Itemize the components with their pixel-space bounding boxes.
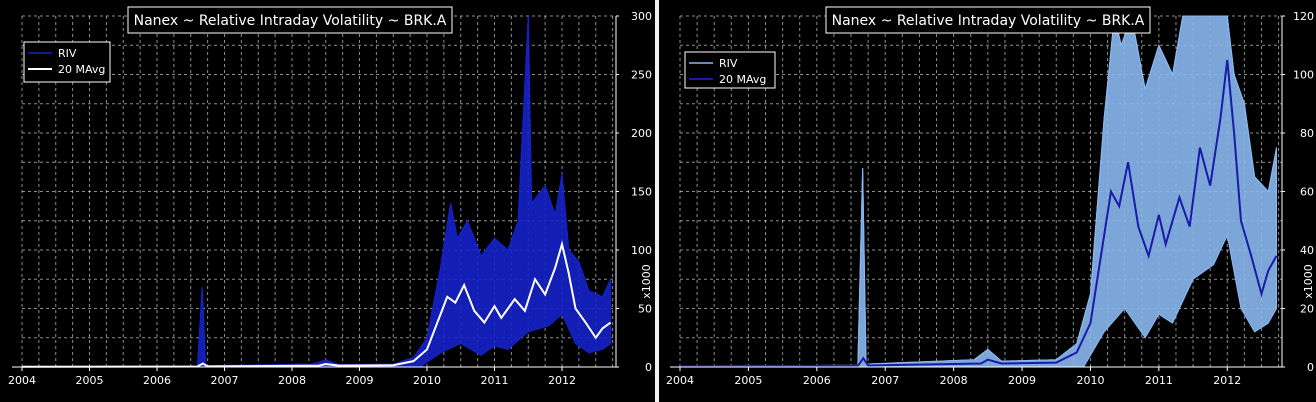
series-line-riv <box>679 14 1278 367</box>
y-axis-label: x1000 <box>1302 264 1315 299</box>
x-tick-label: 2004 <box>666 374 694 387</box>
y-tick-label: 150 <box>631 186 652 199</box>
legend-entry-label: RIV <box>719 57 738 70</box>
series-line-riv <box>21 15 612 368</box>
series-line-20-mavg <box>21 240 612 368</box>
panel-divider <box>655 0 659 402</box>
x-tick-label: 2009 <box>1008 374 1036 387</box>
legend-box <box>684 51 776 89</box>
x-tick-label: 2011 <box>1145 374 1173 387</box>
y-tick-label: 200 <box>631 127 652 140</box>
y-tick-label: 100 <box>1293 69 1314 82</box>
x-tick-label: 2007 <box>211 374 239 387</box>
legend-entry-label: RIV <box>58 47 77 60</box>
legend: RIV 20 MAvg <box>23 41 111 83</box>
y-tick-label: 20 <box>1300 303 1314 316</box>
chart-svg: 2004 2005 2006 2007 2008 2009 2010 2011 2012 0 20 4… <box>666 6 1315 387</box>
chart-title-box <box>825 6 1151 34</box>
x-tick-label: 2005 <box>76 374 104 387</box>
x-tick-label: 2012 <box>548 374 576 387</box>
chart-title: Nanex ~ Relative Intraday Volatility ~ B… <box>134 13 447 29</box>
x-tick-label: 2011 <box>481 374 509 387</box>
x-tick-label: 2010 <box>1076 374 1104 387</box>
y-tick-label: 50 <box>638 303 652 316</box>
chart-title-box <box>127 6 453 34</box>
x-tick-label: 2012 <box>1213 374 1241 387</box>
x-tick-label: 2010 <box>413 374 441 387</box>
y-tick-label: 80 <box>1300 127 1314 140</box>
series-line-20-mavg <box>679 59 1278 368</box>
y-tick-label: 100 <box>631 244 652 257</box>
legend-entry-label: 20 MAvg <box>58 63 105 76</box>
x-tick-label: 2004 <box>8 374 36 387</box>
chart-svg: 2004 2005 2006 2007 2008 2009 2010 2011 2012 0 50 1… <box>8 6 653 387</box>
x-tick-label: 2007 <box>871 374 899 387</box>
y-tick-label: 60 <box>1300 186 1314 199</box>
y-tick-label: 250 <box>631 69 652 82</box>
chart-panel-left: 2004 2005 2006 2007 2008 2009 2010 2011 2012 0 50 1… <box>0 0 654 402</box>
chart-title: Nanex ~ Relative Intraday Volatility ~ B… <box>832 13 1145 29</box>
legend-entry-label: 20 MAvg <box>719 73 766 86</box>
y-tick-label: 0 <box>1307 361 1314 374</box>
y-tick-label: 120 <box>1293 10 1314 23</box>
y-tick-label: 300 <box>631 10 652 23</box>
y-tick-label: 0 <box>645 361 652 374</box>
x-tick-label: 2006 <box>143 374 171 387</box>
x-tick-label: 2005 <box>734 374 762 387</box>
chart-panel-right: 2004 2005 2006 2007 2008 2009 2010 2011 2012 0 20 4… <box>660 0 1316 402</box>
x-tick-label: 2006 <box>803 374 831 387</box>
x-tick-label: 2009 <box>346 374 374 387</box>
y-tick-label: 40 <box>1300 244 1314 257</box>
legend: RIV 20 MAvg <box>684 51 776 89</box>
x-tick-label: 2008 <box>940 374 968 387</box>
y-axis-label: x1000 <box>640 264 653 299</box>
x-tick-label: 2008 <box>278 374 306 387</box>
legend-box <box>23 41 111 83</box>
